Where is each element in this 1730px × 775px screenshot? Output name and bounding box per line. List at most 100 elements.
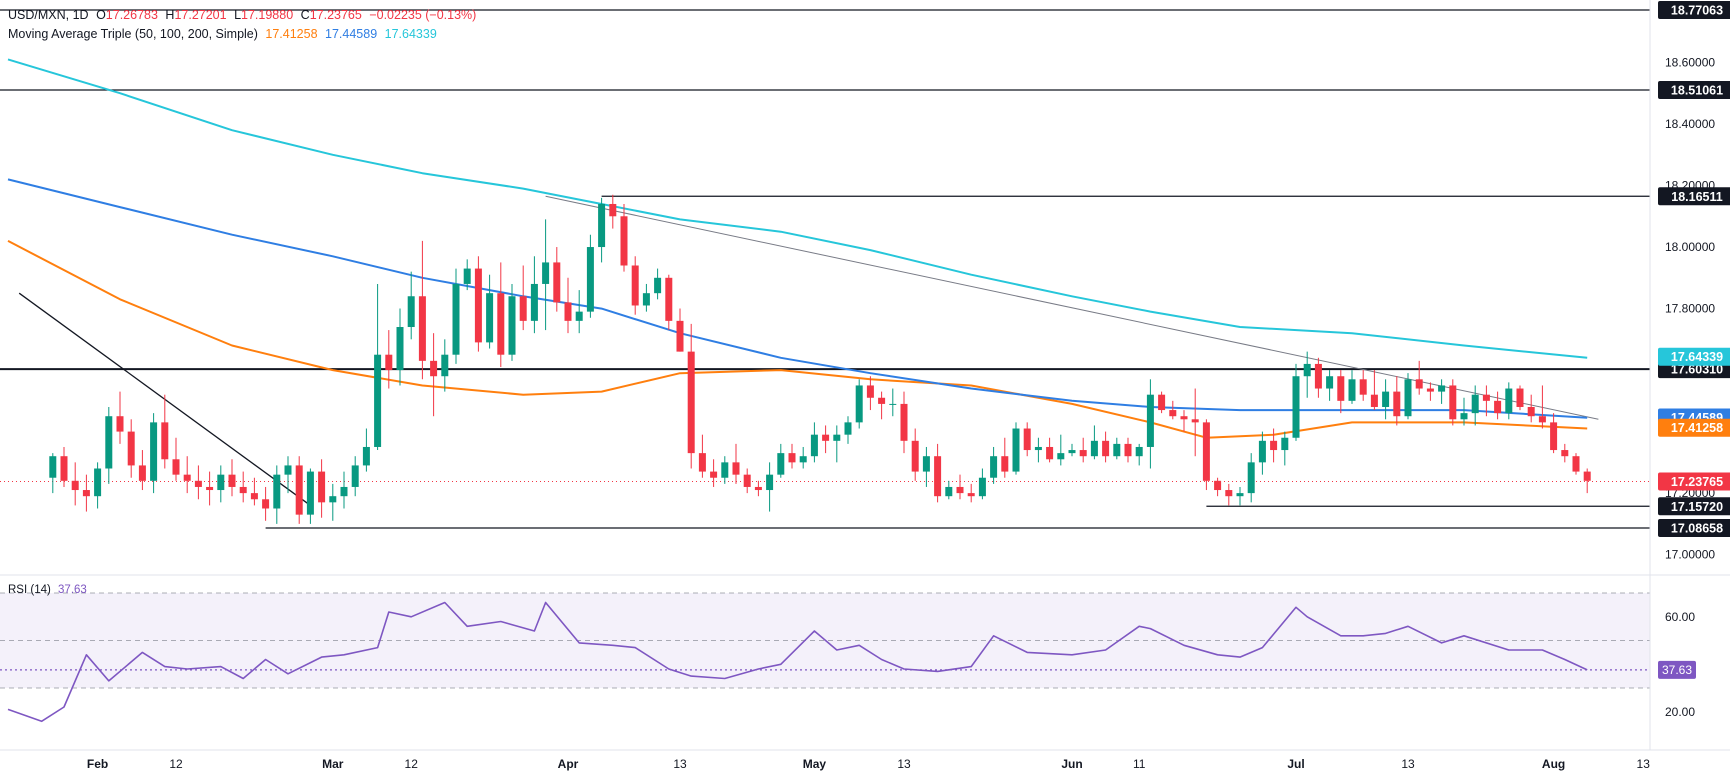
price-tag-ma50: 17.41258 xyxy=(1658,418,1730,437)
candle-body xyxy=(194,480,202,487)
candle-down xyxy=(732,443,740,484)
candle-body xyxy=(1270,440,1278,451)
candle-body xyxy=(127,431,135,466)
symbol-title[interactable]: USD/MXN, 1D xyxy=(8,8,89,22)
candle-body xyxy=(967,493,975,497)
candle-body xyxy=(1158,394,1166,411)
candle-up xyxy=(1034,437,1042,463)
candle-down xyxy=(609,194,617,229)
candle-body xyxy=(698,453,706,472)
candle-body xyxy=(486,293,494,343)
candle-down xyxy=(127,419,135,478)
candle-body xyxy=(351,465,359,487)
candle-down xyxy=(900,391,908,454)
candle-body xyxy=(844,422,852,435)
candle-body xyxy=(810,434,818,457)
candle-body xyxy=(956,486,964,494)
rsi-value-tag-text: 37.63 xyxy=(1662,663,1692,677)
candle-up xyxy=(1303,351,1311,398)
candle-up xyxy=(1012,422,1020,475)
candle-up xyxy=(407,271,415,340)
candle-body xyxy=(430,360,438,377)
candle-up xyxy=(1090,425,1098,460)
candle-down xyxy=(385,330,393,389)
candle-down xyxy=(788,443,796,469)
candle-up xyxy=(1348,370,1356,404)
open-value: 17.26783 xyxy=(105,8,158,22)
candle-body xyxy=(1012,428,1020,472)
candle-down xyxy=(754,480,762,497)
candle-down xyxy=(1494,391,1502,420)
rsi-pane xyxy=(0,592,1650,723)
ma-title[interactable]: Moving Average Triple (50, 100, 200, Sim… xyxy=(8,27,258,41)
candle-body xyxy=(1202,422,1210,481)
candle-body xyxy=(1236,493,1244,497)
price-tag-close-bg xyxy=(1658,472,1730,491)
legend-rsi: RSI (14) 37.63 xyxy=(8,584,91,596)
candle-body xyxy=(530,283,538,321)
candle-down xyxy=(262,486,270,521)
candle-body xyxy=(396,327,404,371)
candle-up xyxy=(586,234,594,318)
candle-up xyxy=(945,480,953,500)
price-tag-ma200-bg xyxy=(1658,347,1730,366)
candle-body xyxy=(799,456,807,463)
date-tick-label: May xyxy=(803,757,827,771)
candle-down xyxy=(116,391,124,444)
candle-body xyxy=(564,302,572,321)
candle-down xyxy=(1001,437,1009,478)
candle-up xyxy=(486,274,494,349)
candle-body xyxy=(754,486,762,491)
candle-down xyxy=(1202,419,1210,491)
candle-body xyxy=(1337,376,1345,401)
candle-body xyxy=(82,490,90,497)
candle-body xyxy=(710,471,718,478)
candle-up xyxy=(374,283,382,451)
candle-down xyxy=(676,308,684,352)
candle-body xyxy=(362,446,370,466)
candle-up xyxy=(530,256,538,334)
candle-up xyxy=(1057,434,1065,466)
open-label: O xyxy=(96,8,106,22)
date-tick-label: 12 xyxy=(169,757,183,771)
candle-down xyxy=(183,456,191,494)
candle-body xyxy=(519,296,527,321)
rsi-tick-label: 20.00 xyxy=(1665,705,1695,719)
candle-up xyxy=(105,406,113,484)
candle-body xyxy=(262,499,270,509)
candle-up xyxy=(575,290,583,334)
candle-up xyxy=(1247,453,1255,503)
price-tick-label: 17.00000 xyxy=(1665,548,1715,562)
candle-down xyxy=(1426,382,1434,401)
candle-up xyxy=(1068,443,1076,457)
candle-body xyxy=(463,268,471,284)
ma-line-ma100 xyxy=(7,178,1588,419)
candle-down xyxy=(1538,385,1546,429)
candle-body xyxy=(1191,419,1199,423)
candle-body xyxy=(1550,422,1558,451)
candle-up xyxy=(508,283,516,361)
candle-down xyxy=(71,462,79,506)
candle-up xyxy=(1438,379,1446,404)
level-tag-text: 17.60310 xyxy=(1671,363,1723,377)
ma-line-ma200 xyxy=(7,58,1588,359)
candle-up xyxy=(889,388,897,417)
candle-body xyxy=(1426,388,1434,392)
candle-body xyxy=(250,493,258,500)
candle-body xyxy=(990,456,998,478)
candle-up xyxy=(329,483,337,521)
candle-body xyxy=(1538,416,1546,423)
candle-down xyxy=(553,247,561,312)
date-axis[interactable]: Feb 12 Mar 12 Apr 13 May 13 Jun 11 Jul 13 Aug 13 xyxy=(87,757,1650,771)
candle-body xyxy=(1169,410,1177,417)
candle-down xyxy=(1225,483,1233,506)
rsi-title[interactable]: RSI (14) xyxy=(8,584,51,596)
candle-body xyxy=(575,311,583,321)
candle-body xyxy=(206,486,214,491)
candle-down xyxy=(911,428,919,481)
date-tick-label: 13 xyxy=(1637,757,1651,771)
candle-down xyxy=(1270,428,1278,463)
close-value: 17.23765 xyxy=(309,8,362,22)
candle-body xyxy=(1415,379,1423,389)
price-tick-label: 18.00000 xyxy=(1665,240,1715,254)
